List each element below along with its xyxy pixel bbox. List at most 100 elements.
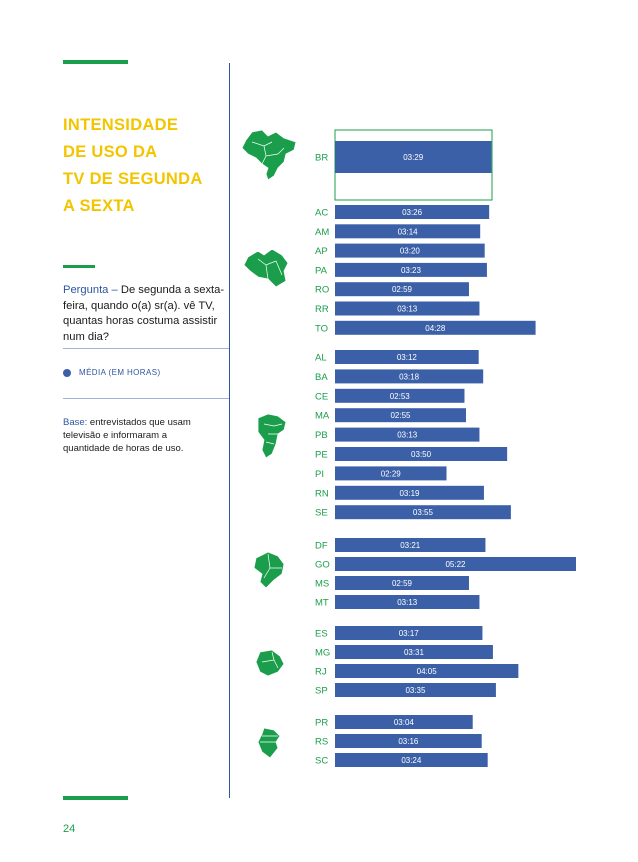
base-body: entrevistados que usam televisão e infor…	[63, 417, 191, 454]
state-label: DF	[315, 541, 328, 552]
state-label: AL	[315, 353, 327, 364]
question-accent-rule	[63, 265, 95, 268]
bar-value-label: 03:35	[405, 686, 426, 695]
column-divider	[229, 63, 230, 798]
bar-pr	[335, 715, 473, 729]
state-label: CE	[315, 391, 328, 402]
bar-rr	[335, 301, 480, 316]
divider	[63, 398, 229, 399]
state-label: BA	[315, 372, 328, 383]
state-label: PB	[315, 430, 328, 441]
state-label: AM	[315, 227, 329, 238]
bar-value-label: 04:05	[417, 667, 438, 676]
state-label: MG	[315, 648, 330, 659]
bar-rj	[335, 664, 519, 678]
bar-value-label: 03:13	[397, 305, 418, 314]
state-label: MT	[315, 598, 329, 609]
state-label: PA	[315, 265, 328, 276]
bar-ro	[335, 282, 469, 297]
bar-value-label: 03:13	[397, 431, 418, 440]
bar-value-label: 03:23	[401, 266, 422, 275]
bar-value-label: 03:29	[403, 153, 424, 162]
divider	[63, 348, 229, 349]
northeast-region-map-icon	[257, 413, 287, 459]
bar-value-label: 03:12	[397, 353, 418, 362]
state-label: RO	[315, 285, 329, 296]
state-label: MS	[315, 579, 329, 590]
bar-value-label: 03:21	[400, 541, 421, 550]
state-label: GO	[315, 560, 330, 571]
bar-sc	[335, 753, 488, 767]
bar-pa	[335, 262, 487, 277]
bar-value-label: 05:22	[445, 560, 466, 569]
bar-value-label: 02:53	[390, 392, 411, 401]
bar-rn	[335, 485, 484, 500]
bar-ce	[335, 388, 465, 403]
southeast-region-map-icon	[255, 649, 285, 677]
state-label: PI	[315, 469, 324, 480]
bar-value-label: 03:31	[404, 648, 425, 657]
state-label: SE	[315, 508, 328, 519]
bar-value-label: 03:55	[413, 508, 434, 517]
state-label: MA	[315, 411, 330, 422]
bar-value-label: 03:20	[400, 247, 421, 256]
bar-ba	[335, 369, 484, 384]
bar-am	[335, 224, 481, 239]
chart-legend: MÉDIA (EM HORAS)	[63, 368, 161, 377]
bar-value-label: 04:28	[425, 324, 446, 333]
state-label: BR	[315, 153, 328, 164]
bar-value-label: 03:17	[399, 629, 420, 638]
bar-df	[335, 538, 486, 552]
base-note: Base: entrevistados que usam televisão e…	[63, 416, 213, 455]
bar-ac	[335, 205, 490, 219]
page-title: INTENSIDADE DE USO DA TV DE SEGUNDA A SE…	[63, 116, 203, 215]
state-label: PE	[315, 450, 328, 461]
question-label: Pergunta –	[63, 284, 118, 296]
brazil-map-icon	[241, 129, 297, 181]
state-label: RS	[315, 737, 328, 748]
page-number: 24	[63, 823, 76, 835]
bottom-accent-rule	[63, 796, 128, 800]
state-label: AP	[315, 246, 328, 257]
state-label: SP	[315, 686, 328, 697]
bar-value-label: 03:13	[397, 598, 418, 607]
state-label: AC	[315, 208, 328, 219]
question-text: Pergunta – De segunda a sexta-feira, qua…	[63, 283, 228, 345]
bar-ms	[335, 576, 469, 590]
state-label: SC	[315, 756, 328, 767]
bar-value-label: 02:59	[392, 579, 413, 588]
bar-ap	[335, 243, 485, 258]
state-label: RN	[315, 488, 329, 499]
bar-mt	[335, 595, 480, 609]
state-label: TO	[315, 323, 328, 334]
bar-mg	[335, 645, 493, 659]
bar-pb	[335, 427, 480, 442]
bar-al	[335, 350, 479, 364]
bar-value-label: 03:50	[411, 450, 432, 459]
bar-se	[335, 505, 511, 520]
base-label: Base:	[63, 417, 88, 428]
bar-value-label: 02:55	[390, 411, 411, 420]
bar-br	[335, 141, 492, 173]
bar-rs	[335, 734, 482, 748]
state-label: PR	[315, 718, 328, 729]
bar-ma	[335, 408, 466, 423]
bar-value-label: 03:16	[398, 737, 419, 746]
bar-value-label: 03:04	[394, 718, 415, 727]
south-region-map-icon	[257, 727, 281, 759]
bar-sp	[335, 683, 496, 697]
bar-value-label: 03:19	[399, 489, 420, 498]
question-body: De segunda a sexta-feira, quando o(a) sr…	[63, 284, 225, 343]
bar-value-label: 03:24	[401, 756, 422, 765]
bar-es	[335, 626, 483, 640]
state-label: ES	[315, 629, 328, 640]
bar-value-label: 02:59	[392, 285, 413, 294]
legend-label: MÉDIA (EM HORAS)	[79, 368, 161, 377]
center-west-region-map-icon	[253, 551, 285, 589]
bar-go	[335, 557, 576, 571]
bar-to	[335, 320, 536, 335]
state-label: RR	[315, 304, 329, 315]
state-label: RJ	[315, 667, 327, 678]
bar-value-label: 02:29	[381, 469, 402, 478]
